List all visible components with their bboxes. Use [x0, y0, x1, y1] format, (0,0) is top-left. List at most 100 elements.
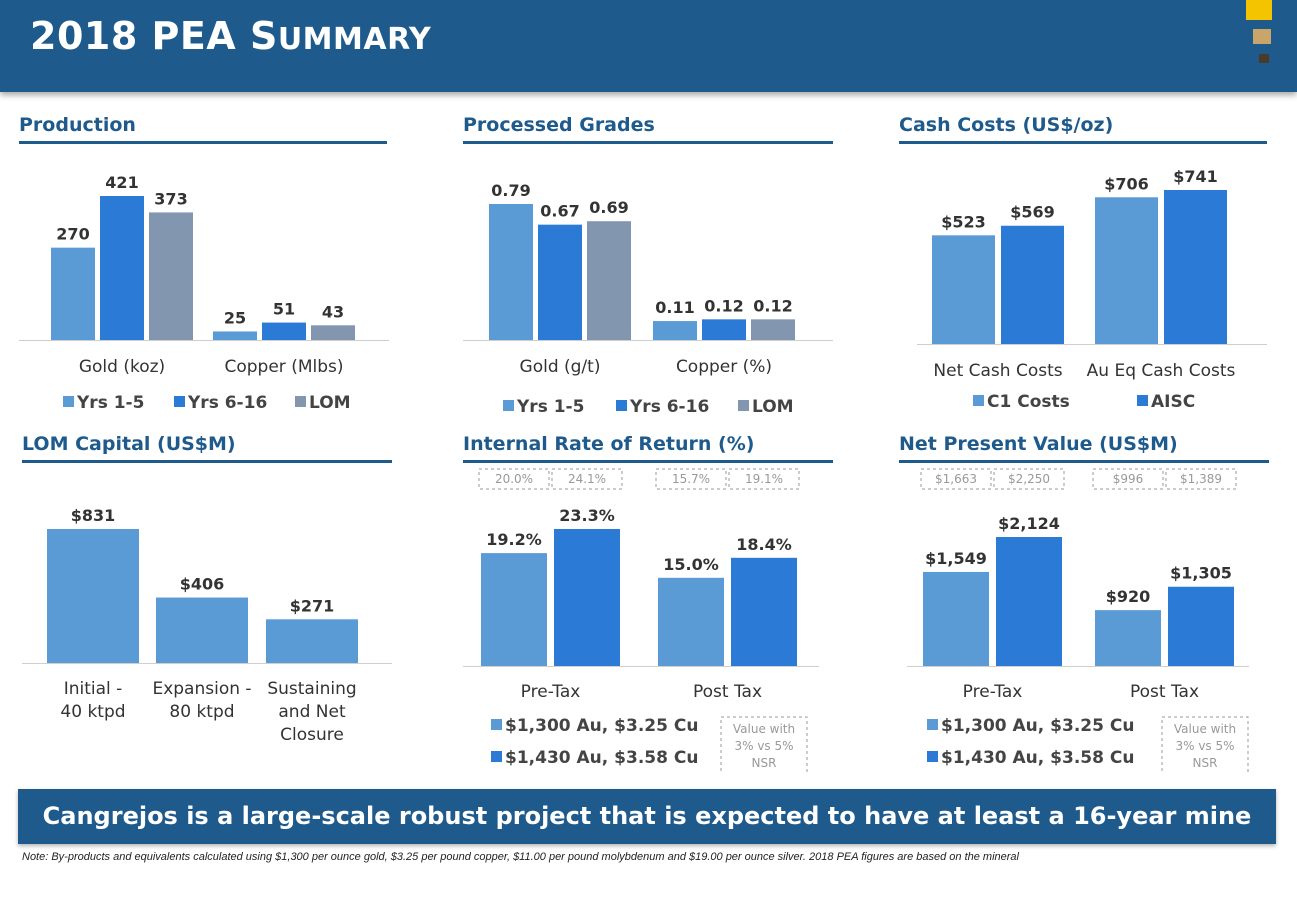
alt-value-label: 15.7%: [672, 472, 710, 486]
title-underline: [463, 141, 833, 144]
panel-title-production: Production: [19, 114, 136, 136]
category-label: Post Tax: [1130, 682, 1199, 702]
title-underline: [463, 460, 833, 463]
category-label: Net Cash Costs: [933, 361, 1062, 381]
title-underline: [899, 141, 1267, 144]
panel-title-npv: Net Present Value (US$M): [899, 433, 1178, 455]
data-label: 373: [154, 189, 187, 208]
bar-cashcosts-c1-costs-0: [932, 235, 995, 344]
data-label: $1,305: [1170, 564, 1232, 583]
data-label: 15.0%: [663, 555, 719, 574]
data-label: $1,549: [925, 549, 987, 568]
data-label: 0.67: [540, 202, 579, 221]
bar-capital-value-2: [266, 619, 358, 663]
data-label: 18.4%: [736, 535, 792, 554]
category-label: Initial -40 ktpd: [60, 679, 125, 722]
legend-label: LOM: [309, 393, 351, 413]
bar-production-yrs-6-16-0: [100, 196, 144, 340]
bar-production-lom-1: [311, 325, 355, 340]
data-label: 0.79: [491, 181, 530, 200]
legend-swatch: [1137, 395, 1148, 406]
bar-capital-value-1: [156, 597, 248, 663]
legend-swatch: [491, 719, 502, 730]
category-label: Pre-Tax: [521, 682, 581, 702]
legend-label: $1,300 Au, $3.25 Cu: [941, 716, 1134, 736]
data-label: 0.69: [589, 198, 628, 217]
legend-swatch: [503, 400, 514, 411]
alt-value-label: 24.1%: [568, 472, 606, 486]
panel-npv: Net Present Value (US$M) $1,549 $1,663 $2,…: [899, 433, 1279, 773]
legend-label: AISC: [1151, 392, 1195, 412]
irr-chart: 19.2% 20.0% 23.3% 24.1% Pre-Tax 15.0% 15.7% 18.…: [463, 468, 819, 773]
category-label: Pre-Tax: [963, 682, 1023, 702]
bar-grades-yrs-1-5-1: [653, 321, 697, 340]
legend-label: Yrs 1-5: [516, 397, 584, 417]
capital-chart: $831 Initial -40 ktpd $406 Expansion -80 kt…: [22, 506, 392, 745]
data-label: 25: [224, 308, 246, 327]
alt-value-box: [655, 468, 727, 490]
legend-swatch: [295, 396, 306, 407]
bar-npv--1-300-au-3-25-cu-0: [923, 571, 989, 666]
data-label: $741: [1173, 167, 1218, 186]
panel-production: Production 270 421 373 Gold (koz) 25 51 43 Copp…: [19, 114, 399, 444]
alt-value-label: $996: [1113, 472, 1144, 486]
bar-grades-lom-0: [587, 221, 631, 340]
title-underline: [19, 141, 387, 144]
nsr-note-box: [1161, 716, 1249, 773]
data-label: 421: [105, 173, 138, 192]
legend-label: C1 Costs: [987, 392, 1070, 412]
category-label: Expansion -80 ktpd: [152, 679, 251, 722]
category-label: Copper (%): [676, 357, 772, 377]
title-underline: [22, 460, 392, 463]
bar-npv--1-300-au-3-25-cu-1: [1095, 610, 1161, 666]
data-label: 23.3%: [559, 506, 615, 525]
alt-value-label: $1,389: [1180, 472, 1222, 486]
alt-value-label: 19.1%: [745, 472, 783, 486]
data-label: 0.12: [704, 296, 743, 315]
bar-production-yrs-1-5-1: [213, 331, 257, 340]
panel-grades: Processed Grades 0.79 0.67 0.69 Gold (g/t) 0…: [463, 114, 843, 444]
production-chart: 270 421 373 Gold (koz) 25 51 43 Copper (Mlbs) Yr…: [19, 173, 389, 413]
legend-swatch: [491, 751, 502, 762]
nsr-note-text: Value with 3% vs 5% NSR: [733, 722, 795, 770]
bar-irr--1-430-au-3-58-cu-1: [731, 557, 797, 666]
bar-grades-yrs-1-5-0: [489, 204, 533, 340]
data-label: $831: [71, 506, 116, 525]
panel-title-cashcosts: Cash Costs (US$/oz): [899, 114, 1114, 136]
legend-label: $1,300 Au, $3.25 Cu: [505, 716, 698, 736]
bar-irr--1-300-au-3-25-cu-1: [658, 577, 724, 666]
panel-title-grades: Processed Grades: [463, 114, 655, 136]
data-label: $920: [1106, 587, 1151, 606]
legend-swatch: [616, 400, 627, 411]
legend-swatch: [927, 719, 938, 730]
alt-value-label: $2,250: [1008, 472, 1050, 486]
conclusion-text: Cangrejos is a large-scale robust projec…: [42, 802, 1252, 885]
data-label: $569: [1010, 203, 1055, 222]
data-label: $406: [180, 575, 225, 594]
page-title-smallcaps: UMMARY: [277, 22, 432, 57]
bar-npv--1-430-au-3-58-cu-0: [996, 537, 1062, 666]
bar-irr--1-300-au-3-25-cu-0: [481, 553, 547, 666]
page-title-main: 2018 PEA S: [30, 14, 278, 58]
panel-irr: Internal Rate of Return (%) 19.2% 20.0% 23…: [463, 433, 843, 773]
legend-swatch: [973, 395, 984, 406]
bar-cashcosts-aisc-1: [1164, 190, 1227, 344]
legend-label: $1,430 Au, $3.58 Cu: [941, 748, 1134, 768]
accent-square-dark: [1259, 54, 1269, 63]
accent-square-tan: [1253, 29, 1271, 44]
alt-value-box: [1092, 468, 1164, 490]
alt-value-label: $1,663: [935, 472, 977, 486]
alt-value-box: [1165, 468, 1237, 490]
alt-value-box: [993, 468, 1065, 490]
legend-label: Yrs 6-16: [629, 397, 709, 417]
category-label: Post Tax: [693, 682, 762, 702]
category-label: Sustaining and Net Closure: [267, 679, 356, 745]
bar-grades-yrs-6-16-1: [702, 319, 746, 340]
panel-title-irr: Internal Rate of Return (%): [463, 433, 755, 455]
alt-value-box: [478, 468, 550, 490]
data-label: $2,124: [998, 514, 1060, 533]
title-banner: 2018 PEA SUMMARY: [0, 0, 1297, 92]
grades-chart: 0.79 0.67 0.69 Gold (g/t) 0.11 0.12 0.12 Copper…: [463, 181, 833, 417]
data-label: 19.2%: [486, 530, 542, 549]
legend-label: Yrs 6-16: [187, 393, 267, 413]
